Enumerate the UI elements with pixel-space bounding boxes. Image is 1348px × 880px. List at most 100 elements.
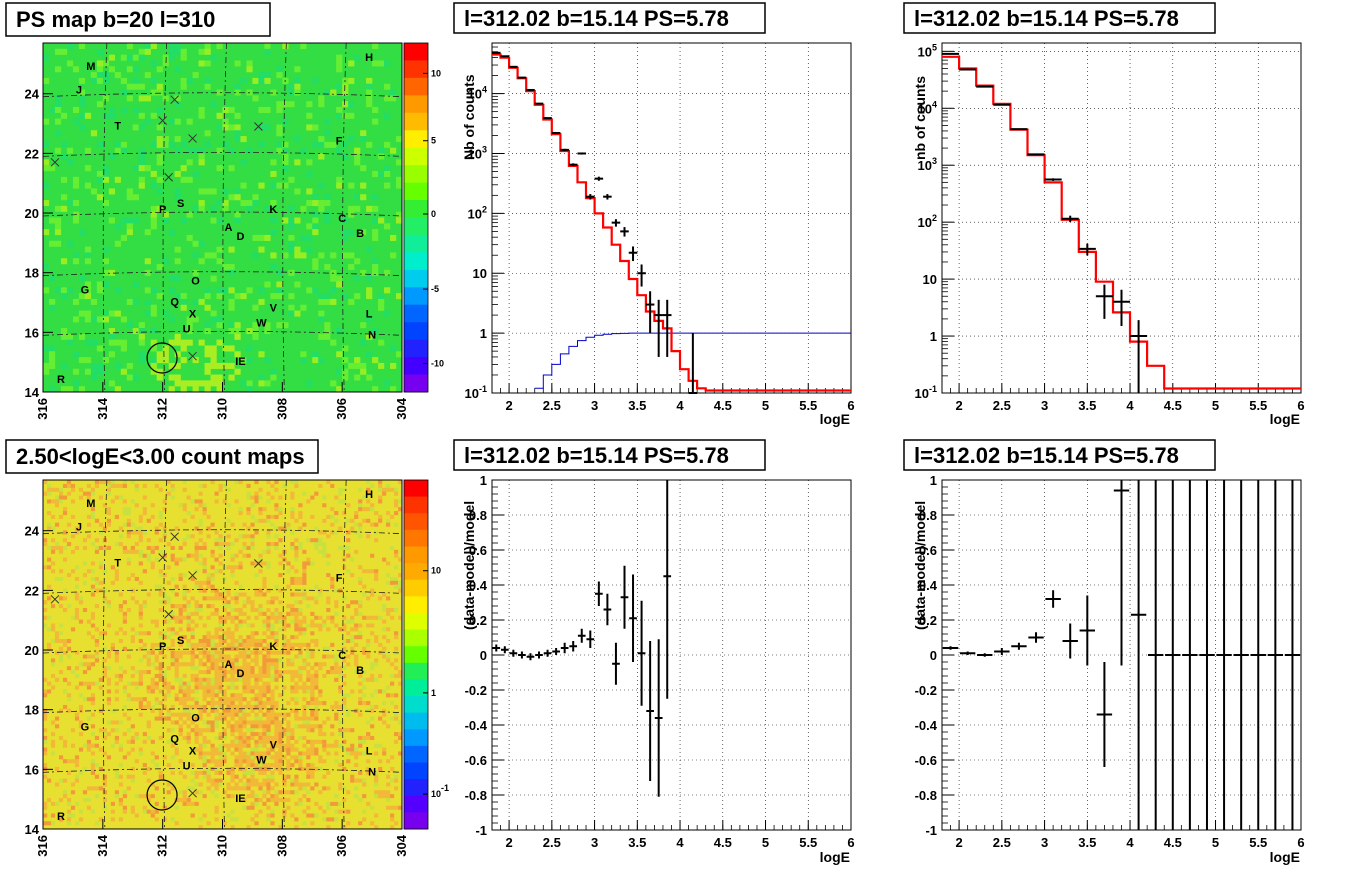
count-map-cell [310,631,314,635]
count-map-cell [115,682,119,686]
count-map-cell [366,655,370,659]
ps-map-cell [67,43,73,49]
count-map-cell [43,538,47,542]
count-map-cell [139,794,143,798]
count-map-cell [278,724,282,728]
spectrum-plot-1-xtick-label: 2.5 [543,398,561,413]
count-map-cell [286,748,290,752]
count-map-cell [390,701,394,705]
count-map-cell [294,569,298,573]
ps-map-cell [85,340,91,346]
title-box-res2: l=312.02 b=15.14 PS=5.78 [904,440,1215,470]
count-map-cell [226,686,230,690]
count-map-cell [47,689,51,693]
count-map-cell [258,697,262,701]
count-map-cell [175,806,179,810]
count-map-cell [358,689,362,693]
ps-map-cell [133,299,139,305]
ps-map-cell [163,142,169,148]
count-map-cell [230,569,234,573]
count-map-cell [103,782,107,786]
count-map-cell [306,724,310,728]
count-map-cell [127,786,131,790]
ps-map-cell [193,357,199,363]
count-map-cell [167,600,171,604]
ps-map-cell [318,311,324,317]
count-map-cell [306,763,310,767]
ps-map-cell [157,154,163,160]
count-map-cell [326,480,330,484]
count-map-source-label: O [191,713,200,725]
count-map-cell [366,623,370,627]
ps-map-cell [372,386,378,392]
ps-map-cell [85,357,91,363]
ps-map-cell [157,124,163,130]
count-map-cell [207,759,211,763]
count-map-cell [286,790,290,794]
ps-map-cell [169,43,175,49]
count-map-cell [290,647,294,651]
count-map-cell [151,565,155,569]
ps-map-cell [103,113,109,119]
ps-map-cell [97,60,103,66]
count-map-cell [207,651,211,655]
count-map-cell [103,779,107,783]
title-spec2: l=312.02 b=15.14 PS=5.78 [914,6,1179,31]
count-map-cell [167,728,171,732]
count-map-cell [394,608,398,612]
count-map-cell [334,701,338,705]
spectrum-plot-1-xtick-label: 4.5 [714,398,732,413]
count-map-cell [151,647,155,651]
residual-plot-1-ytick-label: 0 [480,648,487,663]
count-map-cell [310,693,314,697]
ps-map-cell [187,340,193,346]
count-map-cell [51,813,55,817]
count-map-cell [195,600,199,604]
count-map-cell [242,744,246,748]
count-map-cell [115,655,119,659]
count-map-cell [211,779,215,783]
count-map-cell [183,604,187,608]
count-map-cell [87,748,91,752]
ps-map-cell [103,281,109,287]
count-map-cell [147,686,151,690]
count-map-cell [215,709,219,713]
count-map-cell [211,755,215,759]
count-map-cell [266,550,270,554]
count-map-cell [215,689,219,693]
count-map-cell [107,732,111,736]
count-map-cell [374,678,378,682]
ps-map-cell [61,154,67,160]
count-map-cell [286,523,290,527]
count-map-cell [358,604,362,608]
count-map-cell [71,534,75,538]
spectrum-plot-1-ytick-label-exp: 2 [482,204,487,214]
count-map-cell [211,682,215,686]
count-map-cell [386,686,390,690]
ps-map-cell [366,101,372,107]
count-map-cell [215,763,219,767]
count-map-cell [207,577,211,581]
ps-map-cell [306,247,312,253]
count-map-cell [354,779,358,783]
count-map-cell [139,623,143,627]
ps-map-cell [354,194,360,200]
count-map-cell [63,484,67,488]
count-map-cell [71,550,75,554]
count-map-cb-label: 1 [431,688,436,698]
count-map-cell [246,492,250,496]
count-map-cell [179,697,183,701]
count-map-cell [67,697,71,701]
count-map-cell [99,546,103,550]
spectrum-plot-2-ytick-label: 104 [918,99,937,116]
ps-map-cell [85,316,91,322]
count-map-cell [358,736,362,740]
count-map-colorbar-step [404,580,428,597]
count-map-cell [378,759,382,763]
count-map-cell [183,480,187,484]
count-map-cell [167,717,171,721]
count-map-cell [135,631,139,635]
count-map-cell [310,717,314,721]
ps-map-cell [372,206,378,212]
ps-map-cell [79,78,85,84]
